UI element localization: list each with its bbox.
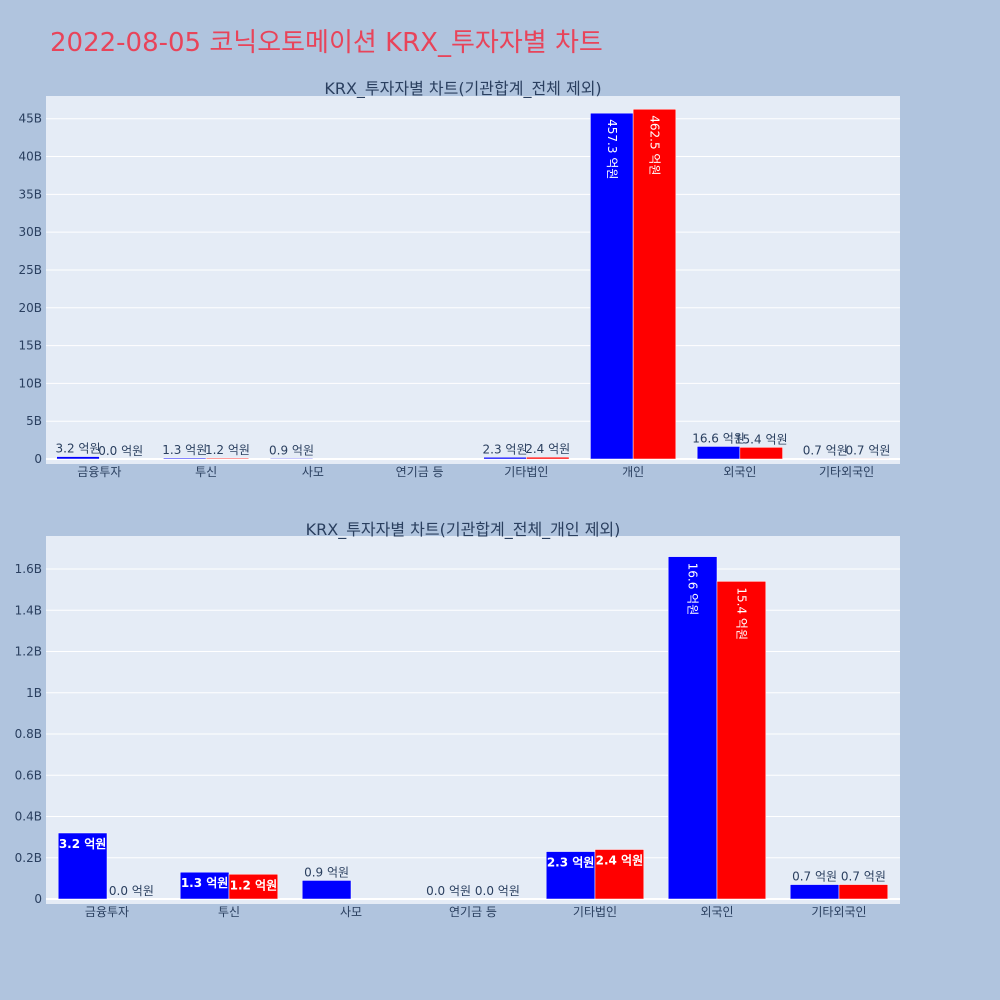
data-label: 0.0 억원: [109, 884, 154, 898]
x-tick-label: 기타외국인: [819, 465, 874, 479]
bar-buy: [667, 556, 718, 900]
bar-sell: [838, 884, 889, 900]
bar-sell: [228, 874, 279, 900]
bar-sell: [594, 849, 645, 900]
y-tick-label: 45B: [18, 112, 42, 126]
y-tick-label: 15B: [18, 339, 42, 353]
data-label: 1.2 억원: [205, 443, 250, 457]
data-label: 0.7 억원: [845, 443, 890, 457]
data-label: 16.6 억원: [686, 563, 700, 616]
bar-buy: [789, 884, 840, 900]
x-tick-label: 금융투자: [77, 465, 121, 479]
plot-area: [46, 96, 900, 464]
y-tick-label: 0.2B: [15, 851, 42, 865]
data-label: 3.2 억원: [56, 442, 101, 456]
bar-sell: [739, 447, 783, 460]
x-tick-label: 외국인: [700, 905, 733, 919]
bar-sell: [846, 458, 890, 460]
data-label: 0.0 억원: [475, 884, 520, 898]
data-label: 0.7 억원: [841, 870, 886, 884]
y-tick-label: 35B: [18, 187, 42, 201]
chart-subtitle: KRX_투자자별 차트(기관합계_전체_개인 제외): [306, 520, 621, 540]
x-tick-label: 사모: [302, 465, 324, 479]
bar-buy: [545, 851, 596, 900]
y-tick-label: 0: [34, 892, 42, 906]
y-tick-label: 40B: [18, 150, 42, 164]
y-tick-label: 1.6B: [15, 562, 42, 576]
x-tick-label: 투신: [218, 905, 240, 919]
data-label: 2.4 억원: [596, 854, 644, 868]
y-tick-label: 20B: [18, 301, 42, 315]
data-label: 1.3 억원: [181, 876, 229, 890]
data-label: 0.0 억원: [426, 884, 471, 898]
data-label: 16.6 억원: [692, 431, 745, 445]
data-label: 2.4 억원: [525, 442, 570, 456]
y-tick-label: 5B: [26, 414, 42, 428]
y-tick-label: 0.8B: [15, 727, 42, 741]
x-tick-label: 금융투자: [85, 905, 129, 919]
x-tick-label: 연기금 등: [449, 905, 497, 919]
data-label: 1.2 억원: [230, 878, 278, 892]
y-tick-label: 10B: [18, 376, 42, 390]
y-tick-label: 1B: [26, 686, 42, 700]
chart-subtitle: KRX_투자자별 차트(기관합계_전체 제외): [324, 79, 601, 99]
data-label: 2.3 억원: [547, 856, 595, 870]
bar-buy: [483, 457, 527, 460]
bar-sell: [205, 457, 250, 460]
bar-sell: [632, 108, 677, 460]
x-tick-label: 사모: [340, 905, 362, 919]
y-tick-label: 1.2B: [15, 645, 42, 659]
x-tick-label: 투신: [195, 465, 217, 479]
bar-buy: [179, 871, 230, 900]
x-tick-label: 기타외국인: [811, 905, 866, 919]
data-label: 0.9 억원: [304, 865, 349, 879]
x-tick-label: 연기금 등: [396, 465, 444, 479]
data-label: 462.5 억원: [647, 115, 661, 175]
chart-bottom: KRX_투자자별 차트(기관합계_전체_개인 제외) 0 0.2B 0.4B 0.6B 0…: [15, 520, 900, 919]
data-label: 0.7 억원: [792, 870, 837, 884]
bar-buy: [696, 446, 741, 460]
y-tick-label: 1.4B: [15, 603, 42, 617]
y-tick-label: 0: [34, 452, 42, 466]
x-tick-label: 기타법인: [573, 905, 617, 919]
data-label: 0.7 억원: [803, 443, 848, 457]
data-label: 15.4 억원: [735, 432, 788, 446]
page-title: 2022-08-05 코닉오토메이션 KRX_투자자별 차트: [50, 28, 603, 58]
data-label: 1.3 억원: [162, 443, 207, 457]
x-tick-label: 개인: [622, 465, 644, 479]
bar-buy: [803, 458, 847, 460]
data-label: 15.4 억원: [734, 587, 748, 640]
y-tick-label: 25B: [18, 263, 42, 277]
bar-buy: [163, 457, 207, 460]
data-label: 3.2 억원: [59, 837, 107, 851]
data-label: 2.3 억원: [483, 442, 528, 456]
bar-sell: [716, 581, 767, 900]
data-label: 0.0 억원: [98, 444, 143, 458]
bar-buy: [301, 880, 352, 900]
y-tick-label: 30B: [18, 225, 42, 239]
bar-buy: [590, 112, 634, 460]
x-tick-label: 외국인: [723, 465, 756, 479]
y-tick-label: 0.4B: [15, 810, 42, 824]
bar-sell: [526, 456, 570, 460]
y-tick-label: 0.6B: [15, 768, 42, 782]
data-label: 457.3 억원: [605, 119, 619, 179]
bar-buy: [269, 458, 314, 460]
plot-area: [46, 536, 900, 904]
chart-top: KRX_투자자별 차트(기관합계_전체 제외) 0 5B 10B 15B 20B 25B 30…: [18, 79, 900, 479]
bar-buy: [56, 456, 100, 460]
x-tick-label: 기타법인: [504, 465, 548, 479]
bar-buy: [57, 832, 108, 900]
data-label: 0.9 억원: [269, 443, 314, 457]
